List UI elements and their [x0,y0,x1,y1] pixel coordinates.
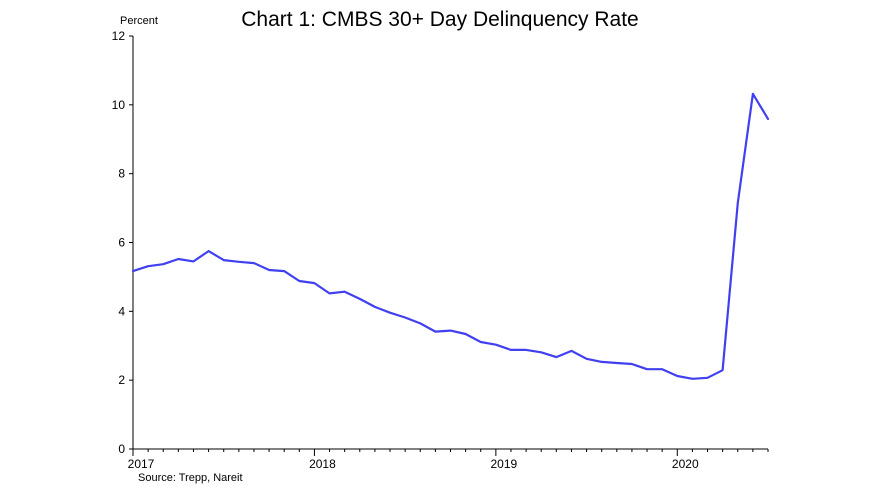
series-lines [131,92,770,380]
data-point [192,260,195,263]
series-line [131,92,770,380]
data-point [479,341,482,343]
chart-title: Chart 1: CMBS 30+ Day Delinquency Rate [241,8,639,31]
x-tick-label: 2019 [491,457,518,471]
data-point [736,202,739,204]
x-axis-ticks: 2017 2018 2019 2020 [128,449,769,471]
data-point [434,330,437,333]
source-note: Source: Trepp, Nareit [138,472,243,484]
data-point [525,349,527,351]
data-point [449,329,452,332]
x-tick-label: 2020 [672,457,699,471]
data-point [147,265,149,268]
y-tick-label: 2 [118,373,125,387]
data-point [706,376,709,379]
data-point [600,361,603,363]
y-tick-label: 4 [118,304,125,318]
data-point [404,316,406,319]
data-point [767,118,769,120]
data-point [343,290,346,293]
data-point [419,322,422,325]
y-tick-label: 6 [118,236,125,250]
data-point [283,270,285,272]
data-point [328,292,331,295]
y-tick-label: 0 [118,442,125,456]
data-point [752,93,754,95]
data-point [358,298,361,300]
axes [132,36,768,450]
data-point [676,375,679,377]
data-point [631,363,633,365]
data-point [298,280,301,282]
y-axis-ticks: 0 2 4 6 8 10 12 [112,29,133,456]
data-point [661,368,663,370]
data-point [721,369,724,371]
data-point [646,368,648,370]
data-point [555,356,558,358]
data-point [540,351,543,354]
x-tick-label: 2018 [309,457,336,471]
data-point [389,311,391,314]
data-point [585,358,588,360]
data-point [616,362,618,364]
y-tick-label: 8 [118,167,125,181]
data-point [207,250,210,252]
y-tick-label: 10 [112,98,126,112]
data-point [177,258,180,260]
data-point [464,333,467,335]
y-tick-label: 12 [112,29,126,43]
x-tick-label: 2017 [128,457,155,471]
data-point [238,260,240,263]
data-point [374,306,376,308]
data-point [162,263,165,265]
data-point [313,282,316,284]
data-point [510,349,512,351]
data-point [570,350,573,352]
data-point [253,262,255,264]
data-point [132,270,134,272]
y-axis-label: Percent [120,15,158,27]
data-point [495,343,497,346]
data-point [222,259,225,261]
data-point [691,377,694,380]
data-point [268,269,270,271]
